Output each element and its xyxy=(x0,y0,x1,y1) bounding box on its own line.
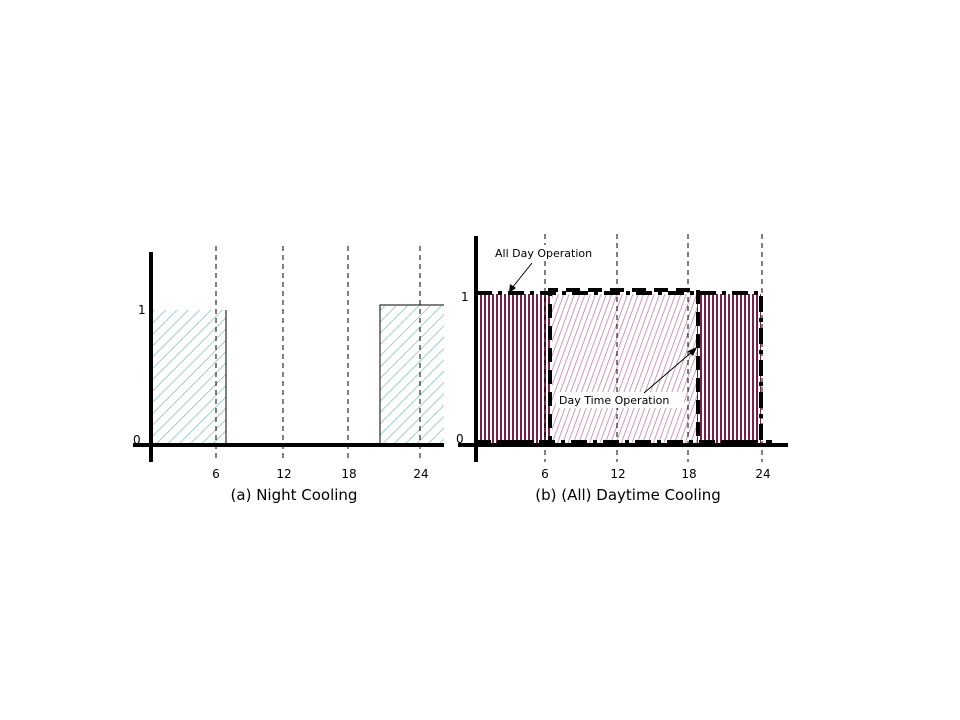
panel-a-area-early-morning xyxy=(152,310,226,444)
annotation-day-time: Day Time Operation xyxy=(559,394,669,407)
panel-b-line-day-time xyxy=(476,288,772,444)
panel-b-ytick-1: 1 xyxy=(461,290,469,304)
panel-a-ytick-1: 1 xyxy=(138,303,146,317)
annotation-all-day-bg xyxy=(492,245,606,261)
panel-a: 1 0 6 12 18 24 (a) Night Cooling xyxy=(133,246,444,504)
panel-a-xtick-12: 12 xyxy=(276,467,291,481)
panel-a-xtick-18: 18 xyxy=(341,467,356,481)
panel-b-ytick-0: 0 xyxy=(456,432,464,446)
panel-b-fills xyxy=(476,294,761,444)
annotation-day-time-bg xyxy=(556,392,684,408)
panel-b-xtick-24: 24 xyxy=(755,467,770,481)
panel-a-fills xyxy=(152,304,444,444)
annotation-day-time-arrow xyxy=(643,350,694,394)
panel-b-xtick-18: 18 xyxy=(681,467,696,481)
panel-a-area-night xyxy=(380,306,444,444)
annotation-all-day-arrow xyxy=(511,262,533,289)
panel-a-xtick-6: 6 xyxy=(212,467,220,481)
panel-b: 1 0 6 12 18 24 (b) (All) Daytime Cooling… xyxy=(456,234,788,504)
annotation-day-time-arrowhead xyxy=(688,347,697,356)
annotation-all-day-arrowhead xyxy=(509,284,516,293)
panel-a-gridlines xyxy=(215,246,421,462)
panel-b-caption: (b) (All) Daytime Cooling xyxy=(535,486,721,504)
annotation-all-day: All Day Operation xyxy=(495,247,592,260)
panel-b-line-all-day xyxy=(476,291,763,444)
panel-a-caption: (a) Night Cooling xyxy=(231,486,358,504)
panel-a-xtick-24: 24 xyxy=(413,467,428,481)
panel-b-area-daytime xyxy=(552,294,697,444)
panel-b-xtick-6: 6 xyxy=(541,467,549,481)
panel-b-xtick-12: 12 xyxy=(610,467,625,481)
panel-a-area-night-edge xyxy=(379,304,444,444)
panel-a-ytick-0: 0 xyxy=(133,433,141,447)
